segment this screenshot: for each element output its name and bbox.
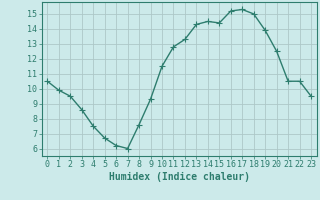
X-axis label: Humidex (Indice chaleur): Humidex (Indice chaleur) bbox=[109, 172, 250, 182]
